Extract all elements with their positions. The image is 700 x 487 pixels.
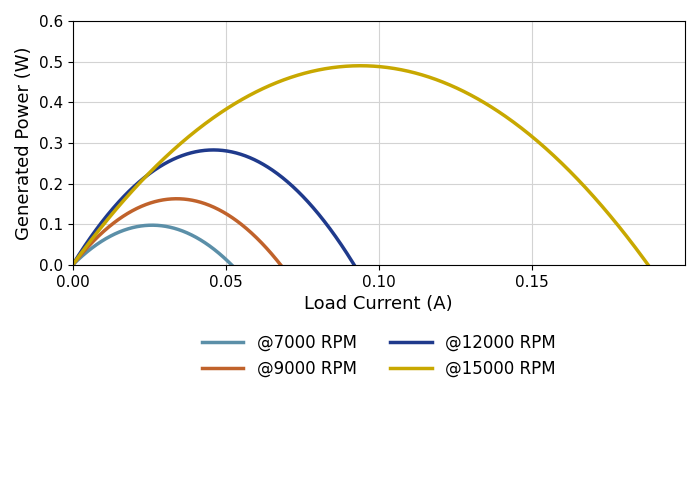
@12000 RPM [204, 147, 212, 153]
Line: @15000 RPM: @15000 RPM [73, 66, 648, 265]
@7000 RPM [199, 239, 208, 244]
@7000 RPM [163, 224, 172, 230]
@9000 RPM [172, 196, 181, 202]
@12000 RPM [221, 148, 230, 154]
Line: @12000 RPM: @12000 RPM [73, 150, 354, 265]
@12000 RPM [300, 195, 308, 201]
@7000 RPM [228, 262, 236, 268]
@15000 RPM [541, 145, 550, 151]
@7000 RPM [224, 259, 232, 264]
@15000 RPM [345, 63, 354, 69]
@7000 RPM [144, 223, 153, 228]
@7000 RPM [148, 222, 156, 228]
@15000 RPM [412, 70, 421, 76]
@9000 RPM [181, 196, 190, 202]
@9000 RPM [167, 196, 176, 202]
@15000 RPM [356, 63, 364, 69]
@15000 RPM [644, 262, 652, 268]
@15000 RPM [381, 64, 389, 70]
@7000 RPM [145, 223, 153, 228]
X-axis label: Load Current (A): Load Current (A) [304, 295, 453, 313]
@9000 RPM [276, 262, 285, 268]
@9000 RPM [239, 223, 248, 229]
@12000 RPM [202, 147, 211, 153]
@9000 RPM [272, 257, 281, 262]
Line: @7000 RPM: @7000 RPM [73, 225, 232, 265]
Line: @9000 RPM: @9000 RPM [73, 199, 281, 265]
@12000 RPM [69, 262, 77, 268]
@12000 RPM [209, 147, 217, 153]
@7000 RPM [155, 223, 163, 228]
@15000 RPM [342, 63, 350, 69]
@9000 RPM [69, 262, 77, 268]
@15000 RPM [631, 245, 640, 251]
Legend: @7000 RPM, @9000 RPM, @12000 RPM, @15000 RPM: @7000 RPM, @9000 RPM, @12000 RPM, @15000… [195, 327, 563, 385]
@9000 RPM [169, 196, 177, 202]
@15000 RPM [69, 262, 77, 268]
@12000 RPM [350, 262, 358, 268]
@12000 RPM [237, 151, 245, 157]
@12000 RPM [344, 252, 352, 258]
@7000 RPM [69, 262, 77, 268]
Y-axis label: Generated Power (W): Generated Power (W) [15, 46, 33, 240]
@9000 RPM [193, 198, 201, 204]
